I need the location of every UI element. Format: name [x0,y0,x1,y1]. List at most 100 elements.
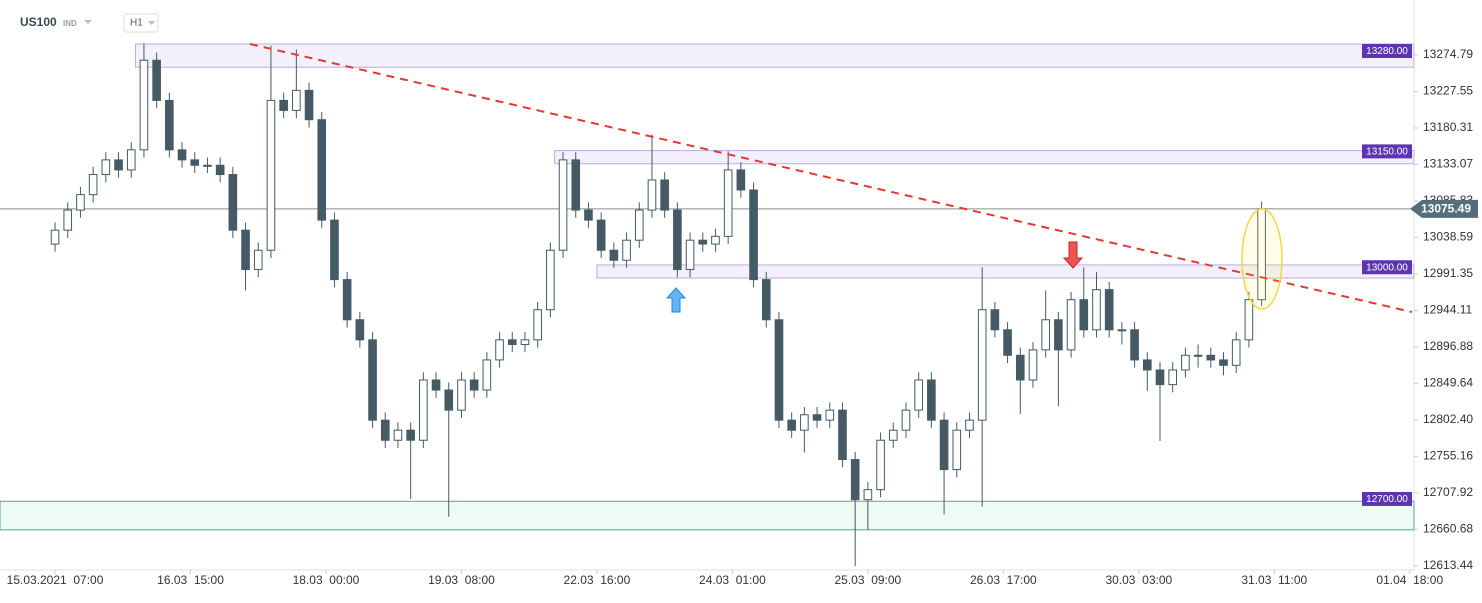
candle-body [1130,329,1139,361]
candle-body [1054,319,1063,351]
candle-body [888,429,898,441]
candle-body [1015,354,1025,381]
candle-body [1206,354,1216,361]
candle-body [1168,369,1177,386]
candle-body [114,159,123,171]
candle-body [279,99,288,111]
y-tick-label: 13227.55 [1423,84,1473,98]
symbol-type[interactable]: IND [63,19,77,28]
candle-body [342,279,352,321]
level-zone [554,150,1415,165]
y-tick-label: 12613.44 [1423,558,1473,572]
candle-body [927,379,936,421]
y-tick-label: 12755.16 [1423,449,1473,463]
candle-body [800,414,809,431]
candle-body [939,419,949,471]
plot-area: 13274.7913227.5513180.3113133.0713085.83… [0,0,1473,587]
candle-body [622,239,631,261]
up-arrow [665,287,687,313]
trend-line [249,43,1413,313]
candle-body [126,149,136,171]
candle-body [1142,359,1152,371]
candle-body [76,194,85,211]
level-zone [596,264,1415,279]
candle-body [520,339,530,345]
candle-body [228,174,238,231]
candle-body [546,249,555,311]
candle-body [876,439,885,491]
candle-body [253,249,263,271]
x-tick-label: 24.03 01:00 [699,573,766,587]
level-label-box [1362,43,1412,58]
candle-body [825,409,835,421]
candle-body [304,89,314,121]
candle-body [1041,319,1050,351]
timeframe-box[interactable] [123,13,159,33]
candle-body [787,419,796,431]
candle-body [203,164,212,167]
candle-body [507,339,517,345]
level-label-box [1362,144,1412,159]
candle-body [1219,359,1228,366]
candle-body [558,159,568,251]
candle-body [88,174,98,196]
timeframe[interactable]: H1 [130,18,143,29]
y-tick-label: 12707.92 [1423,485,1473,499]
candle-body [419,379,428,441]
level-label: 13150.00 [1366,147,1408,158]
level-label: 13280.00 [1366,46,1408,57]
symbol: US100 [20,15,57,29]
candle-body [1092,289,1101,331]
last-price-box [1410,199,1478,218]
last-price-label: 13075.49 [1421,202,1471,216]
candle-body [952,429,962,471]
candle-body [495,339,504,361]
candle-body [1231,339,1241,366]
y-tick-label: 12802.40 [1423,412,1473,426]
candle-body [177,149,187,161]
candle-body [571,159,581,211]
candle-body [1066,299,1076,351]
candle-body [850,459,860,501]
candle-body [965,419,974,431]
candle-body [609,249,619,261]
candle-body [292,89,301,111]
candle-body [838,409,847,461]
y-tick-label: 12896.88 [1423,339,1473,353]
x-tick-label: 01.04 18:00 [1376,573,1443,587]
candle-body [901,409,911,431]
level-label: 13000.00 [1366,262,1408,273]
y-tick-label: 13133.07 [1423,157,1473,171]
candle-body [317,119,327,221]
candle-body [1028,349,1038,381]
highlight-ellipse [1241,208,1283,310]
candle-body [761,279,771,321]
candle-body [482,359,492,391]
x-tick-label: 15.03.2021 07:00 [7,573,104,587]
candle-body [457,379,466,411]
candle-body [1181,354,1190,371]
candle-body [634,209,644,241]
candle-body [63,209,73,231]
dropdown-icon[interactable] [84,20,92,24]
level-label-box [1362,491,1412,506]
candle-body [749,189,758,281]
candle-body [1104,289,1114,331]
candle-body [1003,329,1012,356]
candle-body [698,239,708,245]
candle-body [368,339,377,421]
level-label: 12700.00 [1366,494,1408,505]
candle-body [139,59,149,151]
candle-body [444,389,454,411]
candle-body [711,235,720,245]
candle-body [533,309,542,341]
candle-body [50,229,60,245]
x-tick-label: 31.03 11:00 [1241,573,1307,587]
candle-body [774,319,784,421]
candle-body [673,209,682,271]
candle-body [380,419,390,441]
dropdown-icon[interactable] [148,21,155,25]
candle-body [266,99,276,251]
candle-body [1244,299,1254,341]
